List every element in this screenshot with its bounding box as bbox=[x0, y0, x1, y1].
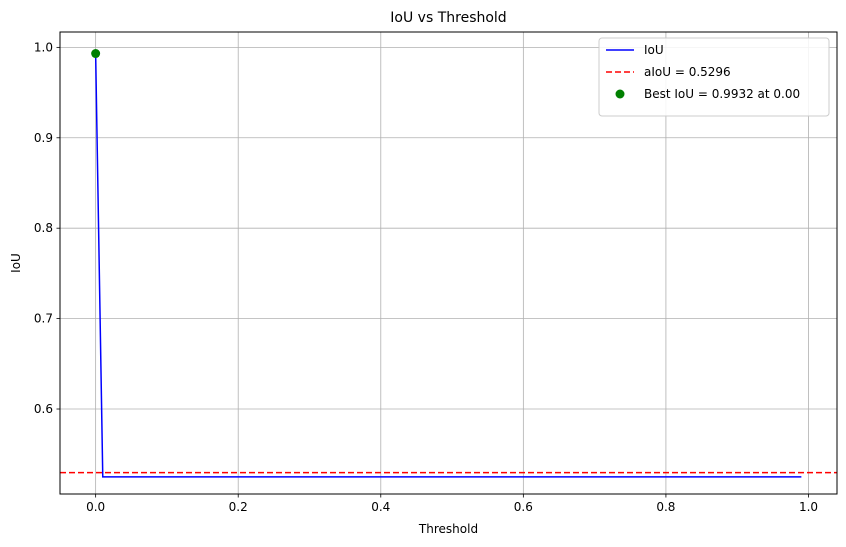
legend-box bbox=[598, 37, 830, 117]
axes-frame bbox=[59, 31, 838, 495]
chart-title: IoU vs Threshold bbox=[390, 10, 506, 26]
legend-marker-swatch bbox=[615, 89, 625, 99]
x-axis-label: Threshold bbox=[418, 522, 478, 536]
x-tick-label: 0.0 bbox=[86, 500, 105, 514]
y-tick-label: 0.8 bbox=[34, 221, 53, 235]
iou-series-line bbox=[94, 53, 802, 478]
best-iou-point bbox=[91, 49, 101, 59]
legend: IoU aIoU = 0.5296 Best IoU = 0.9932 at 0.0… bbox=[598, 37, 830, 117]
y-tick-label: 0.9 bbox=[34, 131, 53, 145]
x-tick-label: 0.8 bbox=[656, 500, 675, 514]
x-tick-label: 0.4 bbox=[371, 500, 390, 514]
legend-label: aIoU = 0.5296 bbox=[644, 65, 731, 79]
y-tick-label: 1.0 bbox=[34, 40, 53, 54]
x-tick-label: 0.6 bbox=[514, 500, 533, 514]
y-tick-label: 0.7 bbox=[34, 312, 53, 326]
y-tick-label: 0.6 bbox=[34, 402, 53, 416]
legend-label: Best IoU = 0.9932 at 0.00 bbox=[644, 87, 800, 101]
data-layer bbox=[60, 49, 837, 478]
y-axis-label: IoU bbox=[9, 253, 23, 273]
legend-label: IoU bbox=[644, 43, 664, 57]
ticks: 0.0 0.2 0.4 0.6 0.8 1.0 0.6 0.7 0.8 0.9 1.0 bbox=[34, 40, 818, 514]
x-tick-label: 0.2 bbox=[229, 500, 248, 514]
x-tick-label: 1.0 bbox=[799, 500, 818, 514]
